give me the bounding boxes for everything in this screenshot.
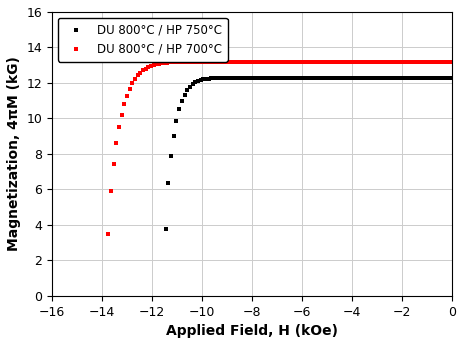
DU 800°C / HP 700°C bbox=[213, 60, 218, 64]
DU 800°C / HP 750°C bbox=[449, 76, 455, 80]
DU 800°C / HP 700°C bbox=[242, 60, 248, 64]
DU 800°C / HP 700°C bbox=[156, 62, 162, 66]
X-axis label: Applied Field, H (kOe): Applied Field, H (kOe) bbox=[166, 324, 338, 338]
DU 800°C / HP 750°C bbox=[380, 76, 385, 80]
DU 800°C / HP 750°C bbox=[179, 99, 185, 103]
DU 800°C / HP 700°C bbox=[449, 60, 455, 64]
DU 800°C / HP 750°C bbox=[198, 78, 203, 82]
DU 800°C / HP 750°C bbox=[262, 76, 268, 80]
DU 800°C / HP 700°C bbox=[263, 60, 269, 64]
Line: DU 800°C / HP 750°C: DU 800°C / HP 750°C bbox=[164, 76, 454, 231]
DU 800°C / HP 750°C bbox=[244, 76, 250, 80]
DU 800°C / HP 750°C bbox=[277, 76, 282, 80]
DU 800°C / HP 700°C bbox=[401, 60, 407, 64]
DU 800°C / HP 750°C bbox=[163, 227, 169, 231]
Line: DU 800°C / HP 700°C: DU 800°C / HP 700°C bbox=[106, 60, 454, 236]
DU 800°C / HP 700°C bbox=[202, 60, 207, 64]
Legend: DU 800°C / HP 750°C, DU 800°C / HP 700°C: DU 800°C / HP 750°C, DU 800°C / HP 700°C bbox=[58, 18, 228, 61]
DU 800°C / HP 700°C bbox=[106, 232, 111, 236]
Y-axis label: Magnetization, 4πM (kG): Magnetization, 4πM (kG) bbox=[7, 57, 21, 251]
